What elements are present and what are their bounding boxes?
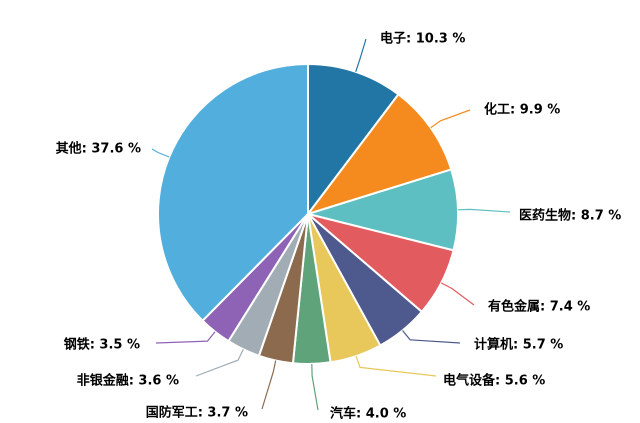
leader-line-5	[402, 330, 461, 344]
pie-slice-2[interactable]	[305, 92, 453, 216]
leader-line-4	[440, 282, 475, 306]
pie-label-8: 国防军工: 3.7 %	[146, 405, 248, 421]
leader-line-9	[195, 349, 244, 377]
pie-label-1: 电子: 10.3 %	[380, 31, 465, 47]
pie-label-7: 汽车: 4.0 %	[330, 406, 406, 422]
pie-label-5: 计算机: 5.7 %	[474, 337, 563, 353]
leader-line-11	[151, 148, 170, 158]
leader-line-10	[155, 331, 216, 344]
leader-line-7	[311, 363, 319, 411]
pie-label-4: 有色金属: 7.4 %	[488, 299, 590, 315]
pie-label-3: 医药生物: 8.7 %	[519, 208, 621, 224]
leader-line-1	[355, 38, 367, 72]
leader-line-3	[457, 208, 511, 213]
pie-label-2: 化工: 9.9 %	[484, 102, 560, 118]
pie-slice-3[interactable]	[304, 168, 460, 252]
leader-line-6	[355, 355, 437, 377]
pie-slices	[157, 62, 460, 365]
pie-leader-lines	[151, 38, 511, 411]
pie-label-10: 钢铁: 3.5 %	[64, 337, 140, 353]
pie-label-6: 电气设备: 5.6 %	[443, 373, 545, 389]
pie-label-9: 非银金融: 3.6 %	[77, 373, 179, 389]
pie-labels: 电子: 10.3 % 化工: 9.9 % 医药生物: 8.7 % 有色金属: 7.4 …	[56, 31, 622, 422]
pie-slice-11[interactable]	[157, 62, 309, 323]
leader-line-8	[261, 360, 277, 410]
pie-label-11: 其他: 37.6 %	[56, 141, 141, 157]
leader-line-2	[430, 109, 471, 129]
